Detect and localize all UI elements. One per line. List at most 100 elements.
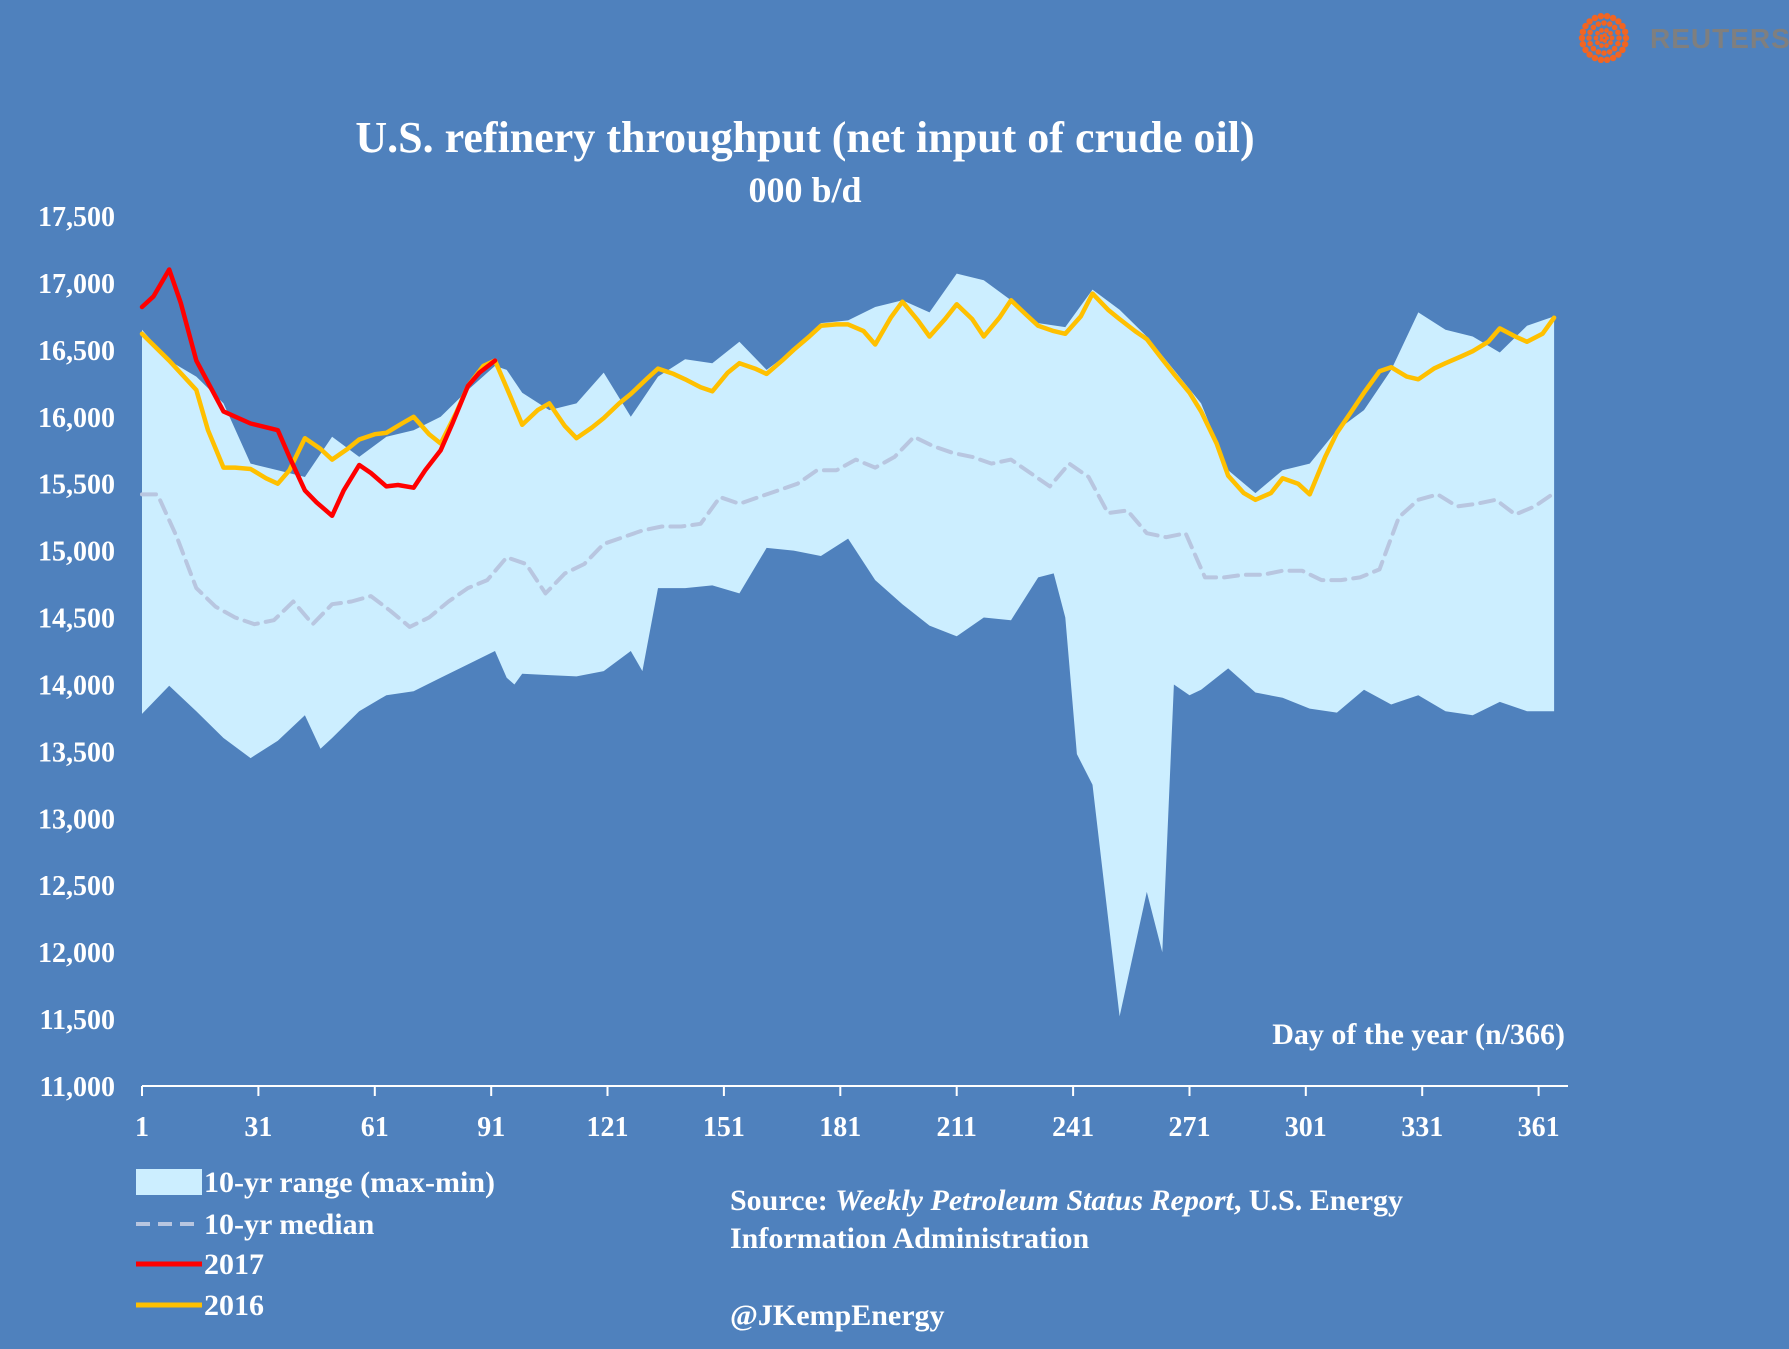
logo-dot — [1608, 30, 1613, 36]
logo-dot — [1619, 46, 1626, 54]
x-tick-label: 301 — [1285, 1112, 1327, 1143]
x-tick-label: 181 — [819, 1112, 861, 1143]
logo-dot — [1608, 40, 1613, 46]
logo-dot — [1621, 28, 1629, 35]
source-line-2: Information Administration — [730, 1222, 1090, 1255]
legend: 10-yr range (max-min) 10-yr median 2017 … — [136, 1166, 495, 1322]
y-tick-label: 16,500 — [38, 336, 115, 367]
logo-dot — [1591, 54, 1599, 62]
y-tick-label: 12,500 — [38, 871, 115, 902]
y-axis: 11,000 11,500 12,000 12,500 13,000 13,500 14,0… — [38, 202, 115, 1103]
reuters-logo: REUTERS — [1578, 13, 1789, 63]
logo-dot — [1587, 40, 1593, 47]
line-2016-group — [139, 291, 1557, 503]
logo-dot — [1590, 45, 1597, 52]
logo-dot — [1595, 49, 1602, 55]
logo-dot — [1615, 29, 1621, 36]
logo-dot — [1582, 22, 1589, 30]
y-tick-label: 17,500 — [38, 202, 115, 233]
range-area-fill — [142, 273, 1555, 1017]
logo-dot — [1590, 24, 1597, 31]
x-tick-label: 271 — [1169, 1112, 1211, 1143]
logo-dot — [1599, 28, 1604, 33]
line-2017-group — [139, 267, 498, 519]
logo-dot — [1579, 41, 1587, 48]
logo-dot — [1622, 34, 1630, 42]
y-tick-label: 14,000 — [38, 671, 115, 702]
logo-dot — [1597, 13, 1605, 20]
logo-dot — [1604, 43, 1609, 48]
logo-dot — [1603, 56, 1611, 63]
range-area-group — [142, 273, 1555, 1017]
x-tick-label: 31 — [244, 1112, 272, 1143]
source-prefix: Source: — [730, 1184, 835, 1217]
logo-dot — [1599, 43, 1604, 48]
logo-dot — [1604, 28, 1609, 33]
logo-dot — [1595, 21, 1602, 27]
source-note: Source: Weekly Petroleum Status Report, … — [730, 1184, 1403, 1332]
y-tick-label: 17,000 — [38, 269, 115, 300]
source-line-1: Source: Weekly Petroleum Status Report, … — [730, 1184, 1403, 1217]
y-tick-label: 14,500 — [38, 604, 115, 635]
reuters-logo-mark — [1578, 13, 1630, 63]
x-tick-label: 91 — [477, 1112, 505, 1143]
reuters-wordmark: REUTERS — [1650, 23, 1789, 54]
logo-dot — [1616, 35, 1622, 41]
y-tick-label: 13,500 — [38, 737, 115, 768]
logo-dot — [1609, 14, 1617, 22]
logo-dot — [1609, 54, 1617, 62]
logo-dot — [1586, 35, 1592, 41]
x-tick-label: 361 — [1518, 1112, 1560, 1143]
legend-label-2016: 2016 — [204, 1289, 264, 1322]
logo-dot — [1621, 41, 1629, 48]
legend-label-2017: 2017 — [204, 1248, 264, 1281]
logo-dot — [1582, 46, 1589, 54]
x-tick-label: 211 — [936, 1112, 976, 1143]
series-2017-line — [139, 267, 498, 519]
legend-label-median: 10-yr median — [204, 1208, 375, 1241]
logo-dot — [1587, 29, 1593, 36]
logo-dot — [1578, 34, 1586, 42]
logo-dot — [1591, 14, 1599, 22]
logo-dot — [1595, 30, 1600, 36]
logo-dot — [1619, 22, 1626, 30]
x-tick-label: 61 — [361, 1112, 389, 1143]
source-report-title: Weekly Petroleum Status Report — [835, 1184, 1235, 1217]
y-tick-label: 15,500 — [38, 470, 115, 501]
logo-dot — [1611, 45, 1618, 52]
chart-subtitle: 000 b/d — [748, 170, 861, 210]
logo-dot — [1602, 38, 1607, 43]
median-line-group — [140, 434, 1557, 629]
logo-dot — [1605, 36, 1609, 40]
x-tick-label: 151 — [703, 1112, 745, 1143]
logo-dot — [1579, 28, 1587, 35]
x-tick-label: 121 — [587, 1112, 629, 1143]
series-2016-line — [139, 291, 1557, 503]
x-tick-label: 241 — [1052, 1112, 1094, 1143]
source-suffix: , U.S. Energy — [1234, 1184, 1403, 1217]
logo-dot — [1601, 50, 1607, 56]
y-tick-label: 13,000 — [38, 804, 115, 835]
y-tick-label: 11,500 — [40, 1005, 115, 1036]
logo-dot — [1599, 34, 1604, 39]
logo-dot — [1586, 18, 1593, 25]
legend-label-range: 10-yr range (max-min) — [204, 1166, 495, 1199]
logo-dot — [1606, 49, 1613, 55]
y-tick-label: 11,000 — [40, 1072, 115, 1103]
logo-dot — [1595, 40, 1600, 46]
logo-dot — [1615, 18, 1622, 25]
logo-dot — [1599, 37, 1604, 42]
logo-dot — [1602, 33, 1607, 38]
median-series-line — [140, 434, 1557, 629]
logo-dot — [1611, 24, 1618, 31]
logo-dot — [1601, 20, 1607, 26]
logo-dot — [1609, 35, 1615, 41]
author-handle: @JKempEnergy — [730, 1299, 945, 1332]
x-tick-label: 1 — [135, 1112, 149, 1143]
logo-dot — [1615, 40, 1621, 47]
x-tick-label: 331 — [1401, 1112, 1443, 1143]
logo-dot — [1586, 51, 1593, 58]
logo-dot — [1593, 35, 1599, 41]
logo-dot — [1606, 21, 1613, 27]
